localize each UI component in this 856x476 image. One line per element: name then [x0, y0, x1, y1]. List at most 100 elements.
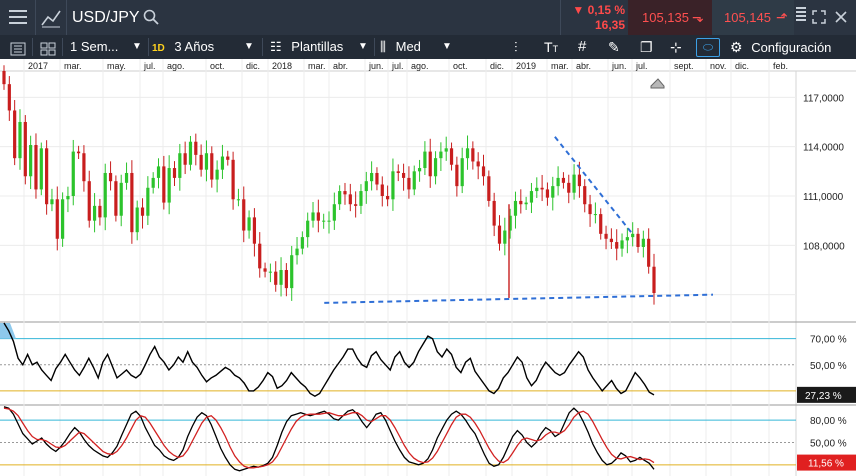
- grid-layout-icon[interactable]: [40, 40, 56, 56]
- candle-body: [231, 159, 235, 200]
- indicators-icon[interactable]: ⫶: [514, 39, 518, 55]
- candle-body: [327, 220, 331, 222]
- label-tool-icon[interactable]: ⬭: [696, 38, 720, 57]
- candle-body: [18, 121, 22, 159]
- symbol-title[interactable]: USD/JPY: [72, 9, 140, 26]
- x-tick-label: jun.: [368, 61, 384, 71]
- x-tick-label: mar.: [551, 61, 569, 71]
- draw-tool-icon[interactable]: ✎: [608, 39, 620, 55]
- x-tick-label: feb.: [773, 61, 788, 71]
- candle-body: [2, 71, 6, 85]
- x-tick-label: oct.: [453, 61, 468, 71]
- candle-body: [604, 233, 608, 239]
- osc2-current-label: 11,56 %: [808, 459, 844, 470]
- candle-body: [599, 214, 603, 234]
- candle-body: [210, 153, 214, 180]
- interval-dropdown[interactable]: 1D 3 Años ▼: [152, 35, 256, 59]
- settings-button[interactable]: ⚙ Configuración: [730, 35, 831, 59]
- menu-icon[interactable]: [9, 10, 27, 25]
- candle-body: [407, 177, 411, 190]
- candle-body: [119, 182, 123, 216]
- candle-body: [524, 202, 528, 205]
- templates-dropdown[interactable]: ☷ Plantillas ▼: [270, 35, 370, 59]
- candle-body: [487, 176, 491, 201]
- layout-icon[interactable]: [10, 40, 26, 56]
- candle-body: [572, 174, 576, 193]
- expand-icon[interactable]: [812, 10, 826, 29]
- candle-body: [55, 199, 59, 239]
- window-controls: [794, 0, 856, 35]
- candle-body: [449, 148, 454, 165]
- search-icon[interactable]: [143, 9, 159, 30]
- candle-body: [258, 243, 262, 269]
- candle-body: [45, 148, 49, 205]
- candle-body: [156, 166, 161, 178]
- crosshair-grid-icon[interactable]: #: [578, 38, 587, 55]
- candle-body: [375, 172, 379, 185]
- osc2-current-badge: [797, 454, 856, 471]
- chevron-down-icon: ▼: [358, 41, 368, 52]
- candle-body: [103, 172, 107, 218]
- price-type-dropdown[interactable]: ⫼ Med ▼: [380, 35, 456, 59]
- candle-body: [401, 172, 406, 178]
- candle-body: [247, 217, 251, 231]
- candle-body: [444, 148, 448, 152]
- close-icon[interactable]: [834, 10, 848, 29]
- candle-body: [433, 158, 438, 177]
- candle-body: [274, 271, 278, 285]
- trendline-support: [324, 293, 714, 304]
- candle-body: [76, 151, 81, 154]
- period-dropdown[interactable]: 1 Sem... ▼: [70, 35, 146, 59]
- price-chart[interactable]: 2017 mar. may. jul. ago. oct. dic. 2018 mar. abr.…: [0, 59, 856, 476]
- text-tool-icon[interactable]: TT: [544, 39, 559, 55]
- current-time-marker: [650, 78, 665, 89]
- candle-body: [215, 169, 219, 180]
- candle-body: [519, 200, 523, 205]
- candle-body: [23, 121, 27, 177]
- candle-body: [316, 212, 320, 221]
- x-tick-label: mar.: [64, 61, 82, 71]
- candle-body: [34, 145, 38, 190]
- candle-body: [636, 233, 640, 247]
- candle-body: [338, 191, 342, 205]
- oscillator-line: [3, 322, 655, 398]
- candle-body: [439, 151, 443, 159]
- candle-body: [13, 110, 17, 159]
- sell-price-button[interactable]: 105,135 ⬎: [628, 0, 712, 35]
- gear-icon: ⚙: [730, 39, 743, 55]
- candle-body: [615, 242, 619, 249]
- trendline-resistance: [554, 136, 634, 235]
- x-tick-label: dic.: [735, 61, 749, 71]
- crosshair-icon[interactable]: ⊹: [670, 39, 682, 55]
- x-tick-label: ago.: [411, 61, 429, 71]
- sidebar-toggle-icon[interactable]: [796, 5, 806, 29]
- candle-body: [236, 199, 241, 201]
- x-tick-label: sept.: [674, 61, 694, 71]
- candle-body: [620, 240, 624, 249]
- candle-body: [391, 171, 395, 200]
- candle-body: [306, 220, 310, 238]
- candle-body: [471, 148, 475, 162]
- buy-price-button[interactable]: 105,145 ⬏: [712, 0, 794, 35]
- candle-body: [556, 177, 560, 187]
- x-tick-label: jul.: [635, 61, 648, 71]
- osc1-current-badge: [797, 386, 856, 403]
- copy-icon[interactable]: ❐: [640, 39, 653, 55]
- candle-body: [279, 270, 283, 285]
- osc1-current-label: 27,23 %: [805, 391, 842, 402]
- candle-body: [311, 212, 315, 221]
- candle-body: [364, 181, 368, 192]
- settings-label: Configuración: [751, 40, 832, 55]
- candle-body: [50, 199, 54, 205]
- candle-body: [476, 161, 480, 167]
- candle-body: [535, 187, 539, 192]
- candle-body: [140, 207, 145, 216]
- x-tick-label: jul.: [391, 61, 404, 71]
- candle-body: [162, 166, 166, 203]
- chart-type-icon[interactable]: [40, 7, 62, 29]
- x-tick-label: 2019: [516, 61, 536, 71]
- x-tick-label: nov.: [710, 61, 726, 71]
- candle-body: [428, 151, 432, 177]
- osc2-tick-label: 80,00 %: [810, 416, 847, 427]
- candle-body: [625, 237, 629, 241]
